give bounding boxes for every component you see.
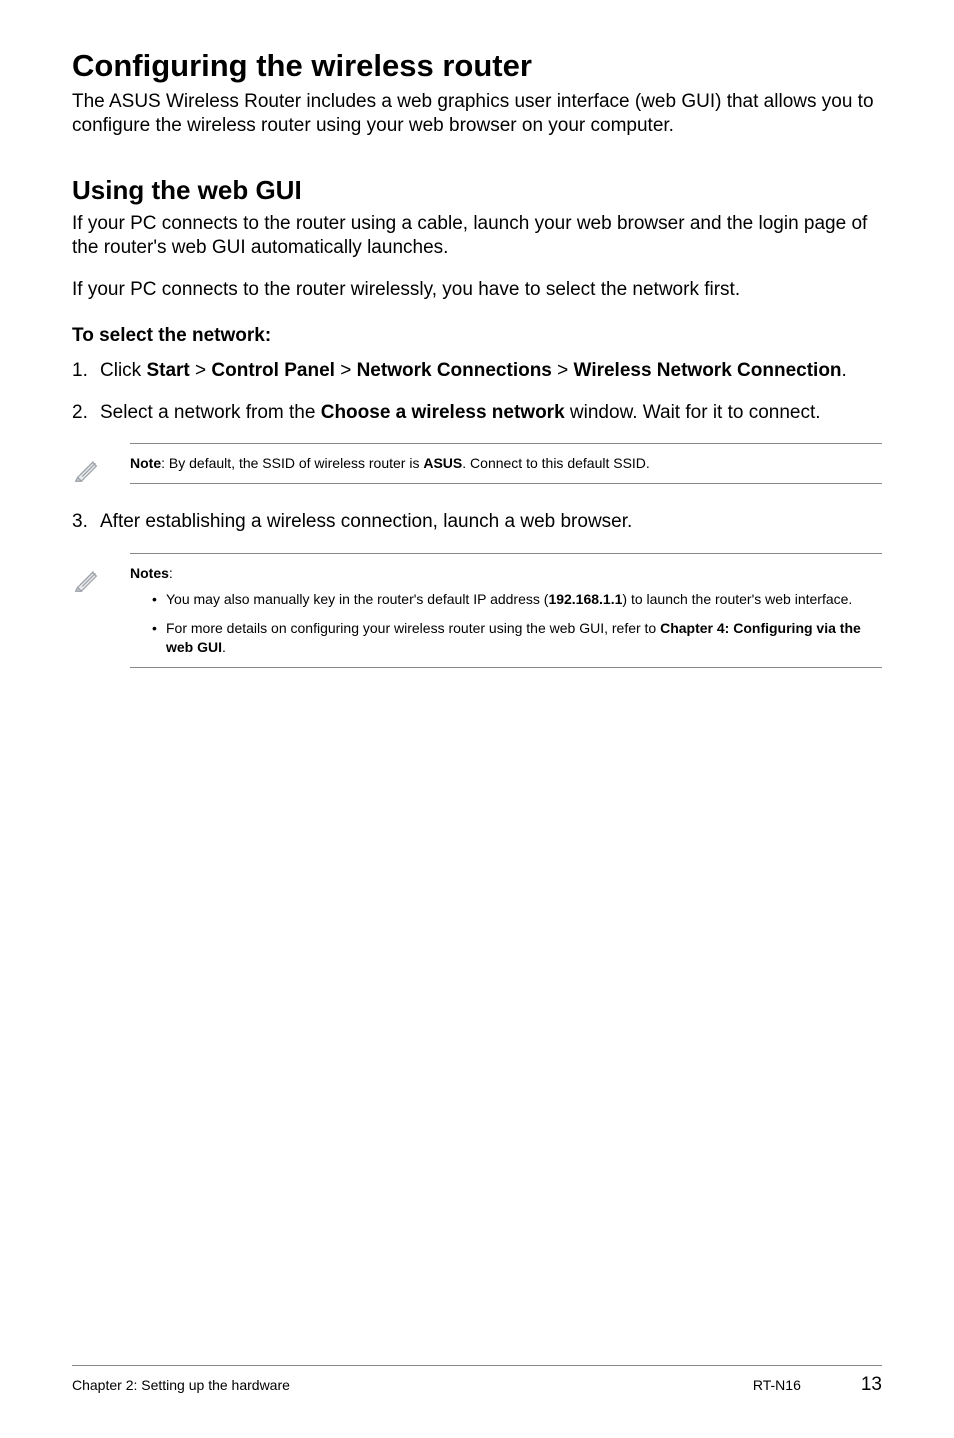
section-para-2: If your PC connects to the router wirele… [72,278,882,302]
page-footer: Chapter 2: Setting up the hardware RT-N1… [72,1365,882,1396]
note-2-list: You may also manually key in the router'… [130,590,882,657]
step-2-text-pre: Select a network from the [100,402,321,423]
note-block-1: Note: By default, the SSID of wireless r… [72,443,882,488]
step-1-bold-1: Start [146,360,189,381]
step-2-number: 2. [72,401,100,425]
note-block-2: Notes: You may also manually key in the … [72,553,882,669]
note-1-body: Note: By default, the SSID of wireless r… [130,443,882,484]
note-1-text-pre: : By default, the SSID of wireless route… [161,455,423,471]
step-1: 1. Click Start > Control Panel > Network… [72,359,882,383]
step-1-bold-2: Control Panel [211,360,335,381]
footer-left: Chapter 2: Setting up the hardware [72,1377,290,1393]
step-3-number: 3. [72,510,100,534]
note-2-label: Notes [130,565,169,581]
intro-paragraph: The ASUS Wireless Router includes a web … [72,90,882,139]
note-2-bullet-1-post: ) to launch the router's web interface. [622,591,852,607]
section-heading: Using the web GUI [72,175,882,206]
step-2: 2. Select a network from the Choose a wi… [72,401,882,425]
note-2-label-post: : [169,565,173,581]
step-1-bold-4: Wireless Network Connection [574,360,842,381]
page: Configuring the wireless router The ASUS… [0,0,954,1438]
step-3-content: After establishing a wireless connection… [100,510,882,534]
section-para-1: If your PC connects to the router using … [72,212,882,261]
note-2-bullet-1: You may also manually key in the router'… [152,590,882,609]
subhead: To select the network: [72,325,882,347]
note-2-bullet-2-post: . [222,639,226,655]
step-1-content: Click Start > Control Panel > Network Co… [100,359,882,383]
note-2-bullet-1-bold: 192.168.1.1 [548,591,622,607]
footer-right: RT-N16 13 [753,1374,882,1396]
note-1-label: Note [130,455,161,471]
step-1-number: 1. [72,359,100,383]
note-2-bullet-2-pre: For more details on configuring your wir… [166,620,660,636]
step-2-text-post: window. Wait for it to connect. [565,402,821,423]
note-1-bold: ASUS [423,455,462,471]
step-1-sep-3: > [552,360,574,381]
step-1-bold-3: Network Connections [357,360,552,381]
step-1-text-post: . [842,360,847,381]
pencil-icon [72,553,106,598]
step-2-content: Select a network from the Choose a wirel… [100,401,882,425]
note-2-bullet-1-pre: You may also manually key in the router'… [166,591,548,607]
footer-model: RT-N16 [753,1377,801,1393]
footer-page-number: 13 [861,1374,882,1396]
note-2-body: Notes: You may also manually key in the … [130,553,882,669]
step-1-sep-1: > [190,360,212,381]
page-title: Configuring the wireless router [72,48,882,84]
step-3: 3. After establishing a wireless connect… [72,510,882,534]
step-1-text-pre: Click [100,360,146,381]
step-2-bold-1: Choose a wireless network [321,402,565,423]
note-1-text-post: . Connect to this default SSID. [462,455,650,471]
note-2-bullet-2: For more details on configuring your wir… [152,619,882,657]
step-1-sep-2: > [335,360,357,381]
pencil-icon [72,443,106,488]
